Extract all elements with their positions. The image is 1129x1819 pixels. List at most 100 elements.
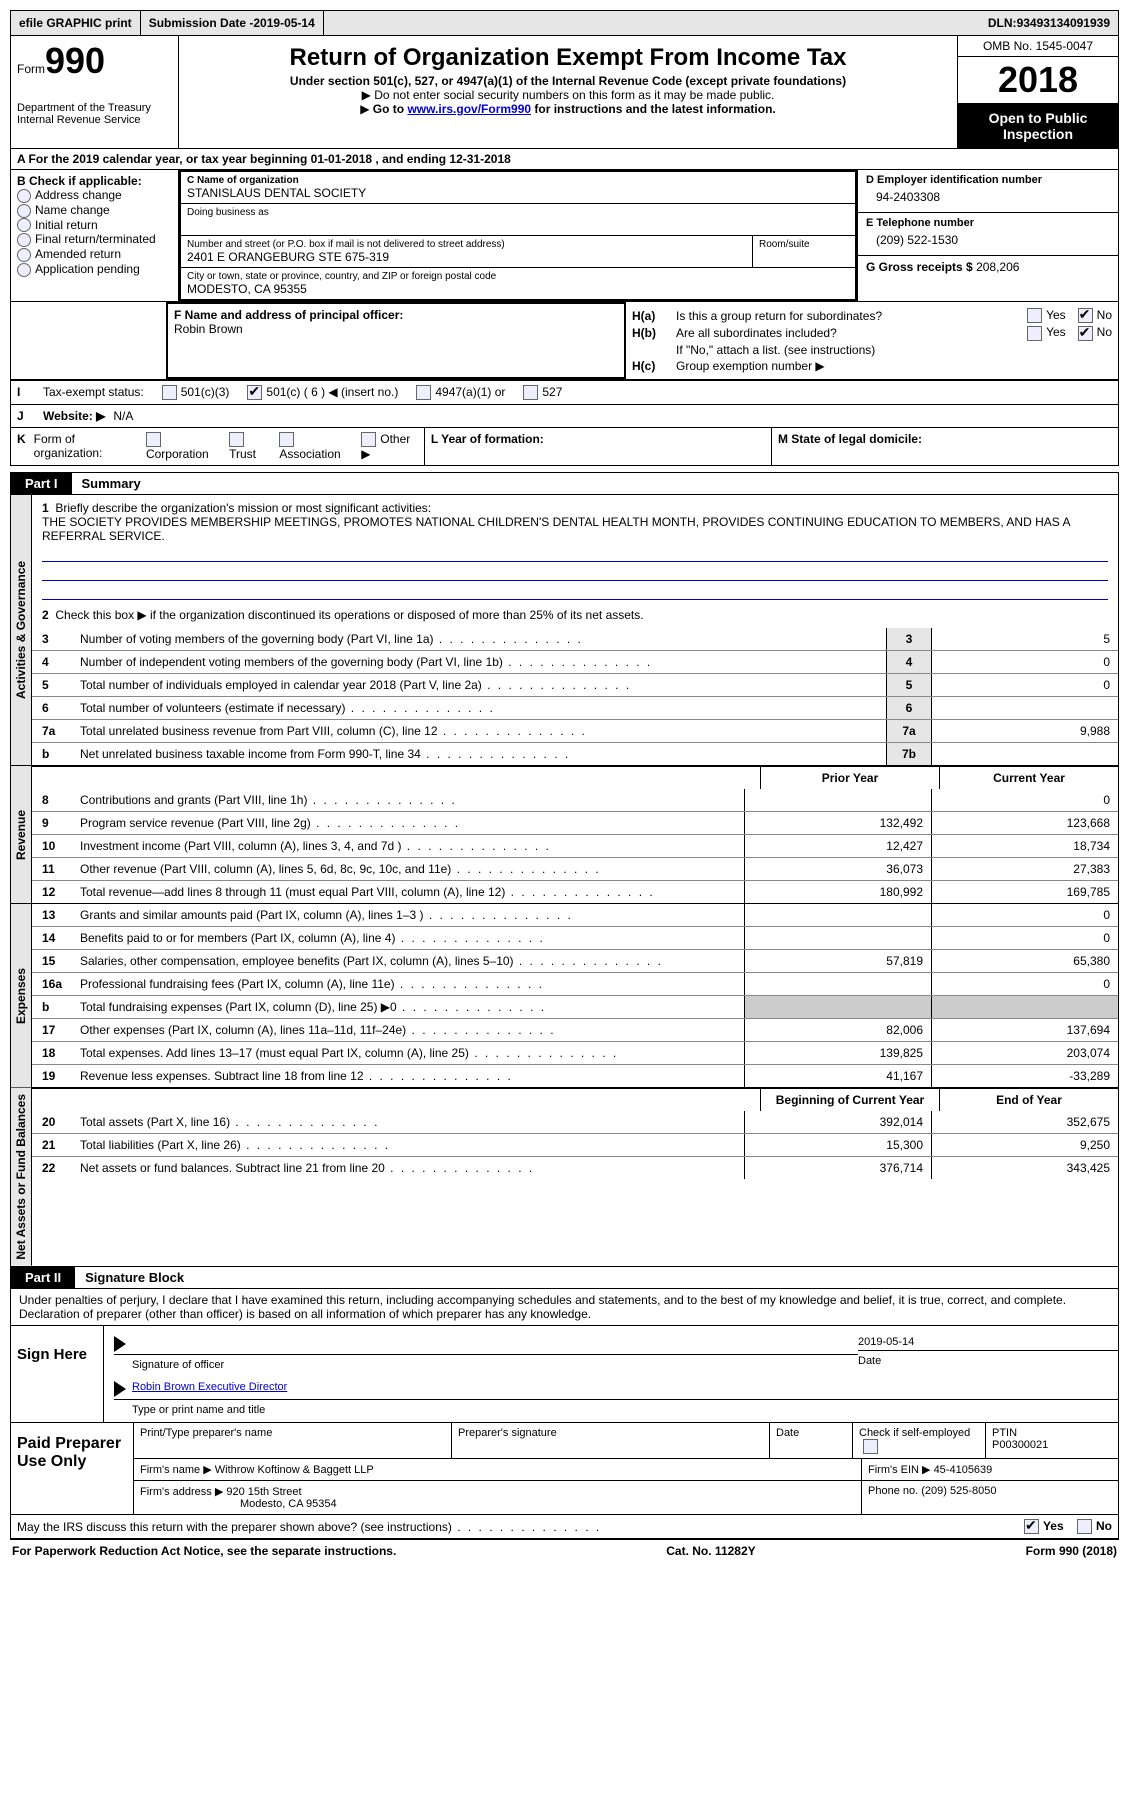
m-label: M State of legal domicile:: [778, 432, 922, 446]
cb-address-change[interactable]: [17, 189, 31, 203]
gross-value: 208,206: [976, 260, 1019, 274]
firm-addr1: 920 15th Street: [226, 1486, 301, 1498]
website-value: N/A: [113, 409, 133, 423]
officer-name-link[interactable]: Robin Brown Executive Director: [132, 1381, 1118, 1397]
cb-501c3[interactable]: [162, 385, 177, 400]
ha-question: Is this a group return for subordinates?: [676, 309, 1023, 323]
firm-addr2: Modesto, CA 95354: [140, 1498, 855, 1510]
sign-here-label: Sign Here: [11, 1326, 104, 1422]
dba-label: Doing business as: [187, 207, 849, 218]
hc-label: H(c): [632, 359, 672, 373]
city-label: City or town, state or province, country…: [187, 271, 849, 282]
ein-label: D Employer identification number: [866, 174, 1110, 186]
column-c: C Name of organization STANISLAUS DENTAL…: [179, 170, 857, 301]
cb-trust[interactable]: [229, 432, 244, 447]
firm-addr-label: Firm's address ▶: [140, 1486, 223, 1498]
ha-no-cb[interactable]: [1078, 308, 1093, 323]
date-label: Date: [858, 1355, 1118, 1367]
firm-name: Withrow Koftinow & Baggett LLP: [215, 1464, 374, 1476]
mission-label: Briefly describe the organization's miss…: [55, 501, 431, 515]
type-name-label: Type or print name and title: [114, 1404, 1118, 1416]
hb-no-cb[interactable]: [1078, 326, 1093, 341]
phone-value: (209) 522-1530: [866, 229, 1110, 251]
cb-other[interactable]: [361, 432, 376, 447]
summary-line: 19Revenue less expenses. Subtract line 1…: [32, 1064, 1118, 1087]
col-beginning: Beginning of Current Year: [760, 1089, 939, 1111]
hb-note: If "No," attach a list. (see instruction…: [676, 343, 1112, 357]
firm-ein-label: Firm's EIN ▶: [868, 1464, 931, 1476]
cb-application-pending[interactable]: [17, 263, 31, 277]
summary-exp: Expenses 13Grants and similar amounts pa…: [10, 904, 1119, 1088]
l-label: L Year of formation:: [431, 432, 544, 446]
irs-yes-cb[interactable]: [1024, 1519, 1039, 1534]
col-current-year: Current Year: [939, 767, 1118, 789]
cb-final-return[interactable]: [17, 233, 31, 247]
firm-name-label: Firm's name ▶: [140, 1464, 212, 1476]
phone-label: E Telephone number: [866, 217, 1110, 229]
hb-label: H(b): [632, 326, 672, 340]
street-label: Number and street (or P.O. box if mail i…: [187, 239, 746, 250]
cb-501c[interactable]: [247, 385, 262, 400]
summary-line: 9Program service revenue (Part VIII, lin…: [32, 811, 1118, 834]
submission-date: Submission Date - 2019-05-14: [141, 11, 324, 35]
cat-number: Cat. No. 11282Y: [666, 1544, 755, 1558]
mission-text: THE SOCIETY PROVIDES MEMBERSHIP MEETINGS…: [42, 515, 1108, 543]
irs-discuss-row: May the IRS discuss this return with the…: [10, 1515, 1119, 1539]
form-footer: Form 990 (2018): [1026, 1544, 1117, 1558]
irs-no-cb[interactable]: [1077, 1519, 1092, 1534]
ha-yes-cb[interactable]: [1027, 308, 1042, 323]
gross-label: G Gross receipts $: [866, 260, 976, 274]
column-d: D Employer identification number 94-2403…: [857, 170, 1118, 301]
cb-corp[interactable]: [146, 432, 161, 447]
pra-notice: For Paperwork Reduction Act Notice, see …: [12, 1544, 396, 1558]
summary-na: Net Assets or Fund Balances Beginning of…: [10, 1088, 1119, 1267]
declaration-text: Under penalties of perjury, I declare th…: [10, 1289, 1119, 1326]
form-title: Return of Organization Exempt From Incom…: [189, 44, 947, 72]
vlabel-exp: Expenses: [11, 904, 32, 1087]
dln: DLN: 93493134091939: [980, 11, 1118, 35]
cb-name-change[interactable]: [17, 204, 31, 218]
irs-link[interactable]: www.irs.gov/Form990: [407, 102, 531, 116]
summary-line: 16aProfessional fundraising fees (Part I…: [32, 972, 1118, 995]
cb-527[interactable]: [523, 385, 538, 400]
hb-yes-cb[interactable]: [1027, 326, 1042, 341]
header-left: Form 990 Department of the Treasury Inte…: [11, 36, 179, 148]
summary-line: 5Total number of individuals employed in…: [32, 673, 1118, 696]
vlabel-na: Net Assets or Fund Balances: [11, 1088, 32, 1266]
cb-assoc[interactable]: [279, 432, 294, 447]
mission-line: [42, 564, 1108, 581]
part2-header: Part II Signature Block: [10, 1267, 1119, 1289]
part2-tab: Part II: [11, 1267, 75, 1288]
ptin-label: PTIN: [992, 1427, 1112, 1439]
cb-self-employed[interactable]: [863, 1439, 878, 1454]
self-employed-label: Check if self-employed: [859, 1427, 970, 1439]
sig-date: 2019-05-14: [858, 1336, 1118, 1348]
dept-irs: Internal Revenue Service: [17, 114, 172, 126]
part1-header: Part I Summary: [10, 472, 1119, 495]
cb-amended-return[interactable]: [17, 248, 31, 262]
omb-number: OMB No. 1545-0047: [958, 36, 1118, 57]
summary-line: 7aTotal unrelated business revenue from …: [32, 719, 1118, 742]
summary-line: 3Number of voting members of the governi…: [32, 628, 1118, 650]
col-end: End of Year: [939, 1089, 1118, 1111]
c-name-label: C Name of organization: [187, 175, 299, 186]
line-j: J Website: ▶ N/A: [10, 405, 1119, 428]
summary-line: 15Salaries, other compensation, employee…: [32, 949, 1118, 972]
part1-title: Summary: [72, 473, 151, 494]
form-header: Form 990 Department of the Treasury Inte…: [10, 36, 1119, 149]
summary-line: 10Investment income (Part VIII, column (…: [32, 834, 1118, 857]
form-number: 990: [45, 40, 105, 82]
efile-label: efile GRAPHIC print: [11, 11, 141, 35]
summary-rev: Revenue Prior Year Current Year 8Contrib…: [10, 766, 1119, 904]
sign-here-block: Sign Here Signature of officer 2019-05-1…: [10, 1326, 1119, 1423]
page-footer: For Paperwork Reduction Act Notice, see …: [10, 1539, 1119, 1562]
hb-question: Are all subordinates included?: [676, 326, 1023, 340]
caret-icon: [114, 1381, 126, 1397]
summary-line: 22Net assets or fund balances. Subtract …: [32, 1156, 1118, 1179]
cb-4947[interactable]: [416, 385, 431, 400]
summary-line: bTotal fundraising expenses (Part IX, co…: [32, 995, 1118, 1018]
summary-line: 18Total expenses. Add lines 13–17 (must …: [32, 1041, 1118, 1064]
cb-initial-return[interactable]: [17, 218, 31, 232]
part2-title: Signature Block: [75, 1267, 194, 1288]
section-fh: F Name and address of principal officer:…: [10, 302, 1119, 380]
